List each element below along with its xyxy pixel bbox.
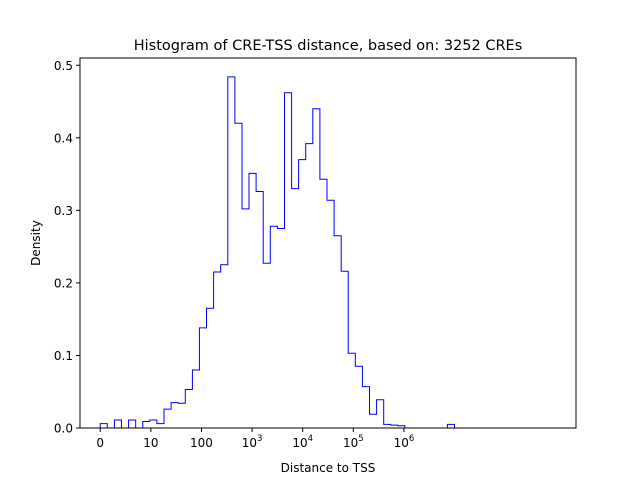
chart-title: Histogram of CRE-TSS distance, based on:… (134, 38, 523, 54)
x-tick-label-base: 100 (190, 436, 213, 450)
y-axis: 0.0 0.1 0.2 0.3 0.4 0.5 (54, 59, 80, 436)
x-tick-label-exponent: 4 (308, 434, 313, 444)
y-tick-label: 0.3 (54, 204, 73, 218)
y-tick-label: 0.5 (54, 59, 73, 73)
x-tick-label-base: 10 (343, 436, 358, 450)
y-tick-label: 0.4 (54, 131, 73, 145)
plot-area (79, 57, 577, 429)
x-tick-label: 0 (96, 436, 104, 450)
x-tick-label-base: 10 (292, 436, 307, 450)
x-tick-label-base: 10 (143, 436, 158, 450)
y-tick-label: 0.1 (54, 349, 73, 363)
histogram-step-line (99, 76, 455, 429)
x-tick-label-base: 0 (96, 436, 104, 450)
y-tick-label: 0.2 (54, 276, 73, 290)
y-axis-label: Density (29, 220, 43, 266)
x-tick-label: 103 (242, 434, 263, 450)
x-tick-label-exponent: 3 (257, 434, 262, 444)
x-tick-label-exponent: 6 (409, 434, 414, 444)
x-tick-label-base: 10 (242, 436, 257, 450)
x-axis: 0 10 100 103 104 105 106 (96, 428, 414, 450)
x-tick-label: 10 (143, 436, 158, 450)
axes-frame (79, 57, 577, 429)
x-tick-label-base: 10 (394, 436, 409, 450)
x-tick-label: 106 (394, 434, 415, 450)
x-tick-label: 104 (292, 434, 313, 450)
x-axis-label: Distance to TSS (281, 461, 376, 475)
x-tick-label: 105 (343, 434, 364, 450)
x-tick-label: 100 (190, 436, 213, 450)
x-tick-label-exponent: 5 (358, 434, 363, 444)
y-tick-label: 0.0 (54, 422, 73, 436)
